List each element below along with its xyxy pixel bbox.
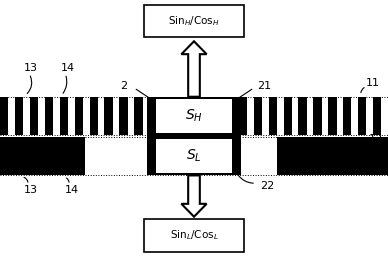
- Bar: [277, 137, 388, 175]
- Bar: [15, 97, 23, 135]
- Text: 21: 21: [257, 82, 271, 91]
- Bar: [74, 97, 83, 135]
- Text: Sin$_{L}$/Cos$_{L}$: Sin$_{L}$/Cos$_{L}$: [170, 229, 218, 242]
- Bar: [60, 97, 68, 135]
- Text: 13: 13: [24, 63, 38, 73]
- Text: Sin$_{H}$/Cos$_{H}$: Sin$_{H}$/Cos$_{H}$: [168, 14, 220, 28]
- Bar: [30, 97, 38, 135]
- Bar: [0, 97, 388, 135]
- Bar: [0, 97, 8, 135]
- Text: $S_{L}$: $S_{L}$: [186, 148, 202, 164]
- Bar: [147, 97, 241, 175]
- Text: 13: 13: [24, 185, 38, 195]
- Text: 11: 11: [365, 78, 379, 87]
- Bar: [156, 99, 232, 133]
- Bar: [90, 97, 98, 135]
- Text: 14: 14: [65, 185, 79, 195]
- Text: 22: 22: [261, 181, 275, 191]
- Text: 2: 2: [121, 82, 128, 91]
- Bar: [241, 97, 247, 135]
- FancyArrow shape: [182, 175, 206, 217]
- Bar: [0, 137, 85, 175]
- Bar: [134, 97, 142, 135]
- Bar: [343, 97, 352, 135]
- Bar: [268, 97, 277, 135]
- Bar: [120, 97, 128, 135]
- Bar: [144, 219, 244, 252]
- Bar: [373, 97, 381, 135]
- Text: 12: 12: [369, 134, 383, 144]
- Bar: [45, 97, 53, 135]
- Bar: [144, 5, 244, 37]
- Bar: [358, 97, 366, 135]
- Bar: [254, 97, 262, 135]
- Text: $S_{H}$: $S_{H}$: [185, 108, 203, 124]
- Bar: [0, 137, 388, 175]
- Bar: [314, 97, 322, 135]
- Bar: [104, 97, 113, 135]
- Text: 14: 14: [61, 63, 75, 73]
- Bar: [298, 97, 307, 135]
- Bar: [284, 97, 292, 135]
- Bar: [156, 139, 232, 173]
- FancyArrow shape: [182, 41, 206, 97]
- Bar: [328, 97, 336, 135]
